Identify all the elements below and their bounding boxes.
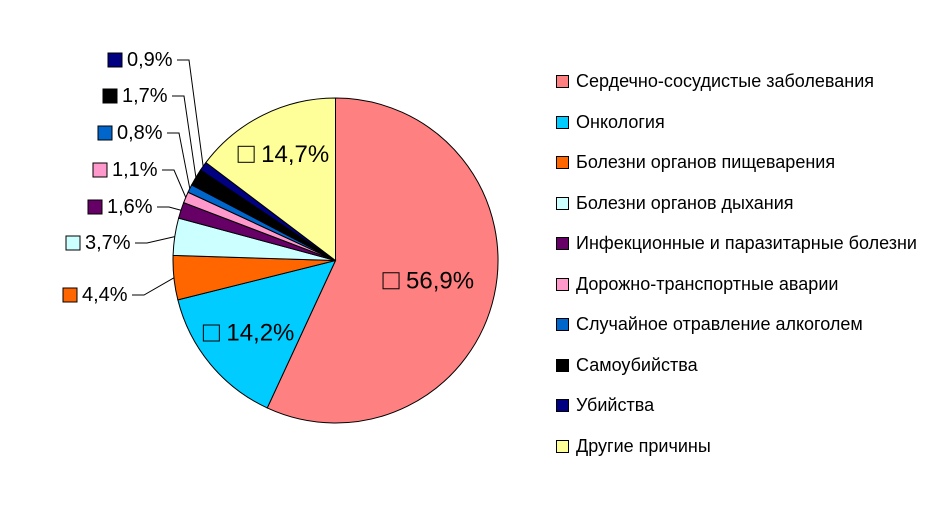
legend-label: Убийства bbox=[576, 395, 655, 415]
slice-label-key bbox=[237, 145, 255, 163]
legend-swatch-icon bbox=[556, 115, 569, 129]
slice-label-key bbox=[202, 324, 220, 342]
legend-swatch-icon bbox=[556, 196, 569, 210]
callout-label: 4,4% bbox=[62, 277, 175, 306]
slice-percent: 14,2% bbox=[226, 320, 294, 347]
legend-item: Дорожно-транспортные аварии bbox=[556, 273, 936, 296]
legend-swatch-icon bbox=[556, 75, 569, 88]
leader-line bbox=[172, 95, 197, 178]
leader-line bbox=[157, 206, 182, 211]
legend-swatch-icon bbox=[556, 439, 569, 453]
callout-label: 1,6% bbox=[87, 196, 182, 218]
callout-percent: 4,4% bbox=[82, 284, 128, 306]
callout-percent: 1,1% bbox=[112, 159, 158, 181]
legend-item: Инфекционные и паразитарные болезни bbox=[556, 232, 936, 255]
callout-label: 1,7% bbox=[102, 85, 197, 178]
legend-label: Другие причины bbox=[576, 435, 711, 456]
legend-item: Онкология bbox=[556, 111, 936, 134]
callout-label: 0,9% bbox=[107, 49, 204, 167]
legend-swatch-icon bbox=[556, 358, 569, 372]
callout-percent: 1,7% bbox=[122, 85, 168, 107]
legend-item: Болезни органов пищеварения bbox=[556, 151, 936, 174]
slice-label: 14,2% bbox=[202, 320, 294, 347]
legend-item: Сердечно-сосудистые заболевания bbox=[556, 70, 936, 93]
callout-label-key bbox=[65, 235, 81, 251]
slice-percent: 56,9% bbox=[406, 267, 474, 294]
slice-label: 56,9% bbox=[382, 267, 474, 294]
callout-label: 1,1% bbox=[92, 159, 187, 198]
leader-line bbox=[162, 169, 187, 198]
legend-swatch-icon bbox=[556, 156, 569, 169]
callout-label-key bbox=[97, 125, 113, 141]
legend-item: Случайное отравление алкоголем bbox=[556, 313, 936, 336]
leader-line bbox=[177, 59, 204, 167]
legend: Сердечно-сосудистые заболевания Онкология… bbox=[556, 70, 936, 475]
slice-label-key bbox=[382, 272, 400, 290]
legend-label: Онкология bbox=[576, 111, 665, 132]
legend-swatch-icon bbox=[556, 237, 569, 250]
callout-percent: 0,8% bbox=[117, 122, 163, 144]
legend-item: Другие причины bbox=[556, 435, 936, 458]
callout-label-key bbox=[87, 199, 103, 215]
pie-slice bbox=[205, 97, 336, 262]
leader-line bbox=[167, 132, 191, 189]
legend-label: Самоубийства bbox=[576, 354, 698, 375]
legend-label: Инфекционные и паразитарные болезни bbox=[576, 233, 917, 253]
legend-item: Самоубийства bbox=[556, 354, 936, 377]
legend-label: Дорожно-транспортные аварии bbox=[576, 273, 839, 294]
callout-label-key bbox=[92, 162, 108, 178]
legend-label: Болезни органов пищеварения bbox=[576, 152, 836, 172]
legend-item: Убийства bbox=[556, 394, 936, 417]
legend-label: Случайное отравление алкоголем bbox=[576, 314, 863, 334]
callout-label-key bbox=[107, 52, 123, 68]
leader-line bbox=[135, 236, 175, 244]
callout-label-key bbox=[102, 88, 118, 104]
legend-swatch-icon bbox=[556, 399, 569, 412]
leader-line bbox=[132, 277, 175, 296]
slice-percent: 14,7% bbox=[261, 141, 329, 168]
legend-item: Болезни органов дыхания bbox=[556, 192, 936, 215]
pie-slice bbox=[177, 259, 337, 409]
callout-percent: 0,9% bbox=[127, 49, 173, 71]
legend-swatch-icon bbox=[556, 277, 569, 291]
callout-percent: 1,6% bbox=[107, 196, 153, 218]
callout-label: 0,8% bbox=[97, 122, 191, 189]
slice-label: 14,7% bbox=[237, 141, 329, 168]
callout-label: 3,7% bbox=[65, 232, 175, 254]
callout-percent: 3,7% bbox=[85, 232, 131, 254]
legend-label: Сердечно-сосудистые заболевания bbox=[576, 71, 875, 91]
legend-label: Болезни органов дыхания bbox=[576, 192, 794, 213]
pie-slice bbox=[266, 97, 499, 424]
callout-label-key bbox=[62, 287, 78, 303]
legend-swatch-icon bbox=[556, 318, 569, 331]
